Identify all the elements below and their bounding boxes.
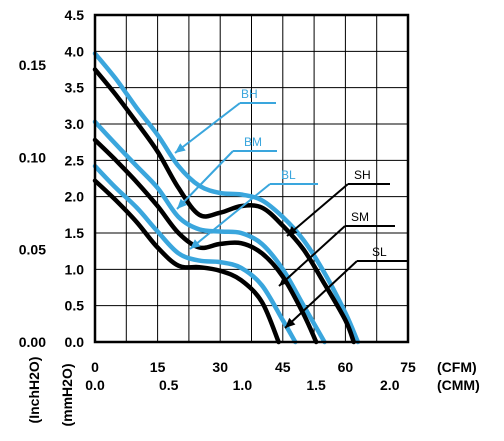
callout-label-sl: SL <box>372 245 387 259</box>
x-tick-label-cfm: 75 <box>400 359 416 375</box>
callout-pointer-bl <box>189 183 271 250</box>
callout-arrowhead-sm <box>279 275 290 286</box>
x-tick-label-cfm: 60 <box>338 359 354 375</box>
y-tick-label-mmh2o: 4.5 <box>65 7 85 23</box>
curve-sl <box>92 178 281 345</box>
callout-pointer-sl <box>284 260 358 329</box>
axis-unit-labels: (CFM) (CMM) (InchH2O) (mmH2O) <box>26 357 480 427</box>
x-axis-unit-cmm: (CMM) <box>437 377 480 393</box>
callout-label-sm: SM <box>351 210 369 224</box>
callout-pointer-sm <box>278 225 346 287</box>
curve-sh <box>92 67 356 345</box>
y-tick-label-inchh2o: 0.00 <box>19 334 46 350</box>
x-axis-unit-cfm: (CFM) <box>437 359 477 375</box>
callout-arrowhead-bh <box>175 143 186 153</box>
callout-label-bm: BM <box>244 135 262 149</box>
callout-pointer-bh <box>174 102 241 154</box>
x-tick-label-cfm: 45 <box>275 359 291 375</box>
x-tick-label-cfm: 30 <box>212 359 228 375</box>
x-tick-label-cmm: 1.5 <box>306 377 326 393</box>
callout-label-sh: SH <box>354 168 371 182</box>
plot-border <box>93 13 410 344</box>
callout-label-bh: BH <box>241 87 258 101</box>
callout-arrowhead-bl <box>190 239 201 249</box>
curve-callouts: BH BM BL SH SM SL <box>174 87 409 329</box>
x-tick-label-cfm: 15 <box>150 359 166 375</box>
plot-frame <box>93 13 410 344</box>
y-tick-label-mmh2o: 2.5 <box>65 152 85 168</box>
performance-curves <box>92 51 361 345</box>
y-tick-label-inchh2o: 0.05 <box>19 242 46 258</box>
x-tick-label-cmm: 0.5 <box>159 377 179 393</box>
callout-arrowhead-sh <box>287 226 298 236</box>
curve-bm <box>92 119 327 345</box>
curve-bh <box>92 51 361 345</box>
y-tick-label-mmh2o: 3.0 <box>65 116 85 132</box>
y-axis-unit-inchh2o: (InchH2O) <box>26 357 42 424</box>
curve-bl <box>92 163 298 345</box>
callout-arrowhead-sl <box>285 317 296 328</box>
y-tick-label-mmh2o: 1.5 <box>65 225 85 241</box>
x-tick-label-cmm: 0.0 <box>85 377 105 393</box>
callout-label-bl: BL <box>281 168 296 182</box>
x-tick-label-cmm: 1.0 <box>233 377 253 393</box>
axis-tick-labels: 0.00.51.01.52.02.53.03.54.04.50.000.050.… <box>19 7 416 393</box>
y-tick-label-mmh2o: 4.0 <box>65 43 85 59</box>
y-tick-label-mmh2o: 3.5 <box>65 80 85 96</box>
callout-arrowhead-bm <box>177 198 188 209</box>
callout-pointer-bm <box>176 150 234 210</box>
y-tick-label-inchh2o: 0.15 <box>19 57 46 73</box>
callout-pointer-sh <box>286 183 349 237</box>
y-tick-label-mmh2o: 0.5 <box>65 298 85 314</box>
y-tick-label-mmh2o: 1.0 <box>65 261 85 277</box>
y-tick-label-inchh2o: 0.10 <box>19 149 46 165</box>
y-tick-label-mmh2o: 0.0 <box>65 334 85 350</box>
x-tick-label-cmm: 2.0 <box>380 377 400 393</box>
x-tick-label-cfm: 0 <box>91 359 99 375</box>
y-tick-label-mmh2o: 2.0 <box>65 189 85 205</box>
y-axis-unit-mmh2o: (mmH2O) <box>59 363 75 426</box>
